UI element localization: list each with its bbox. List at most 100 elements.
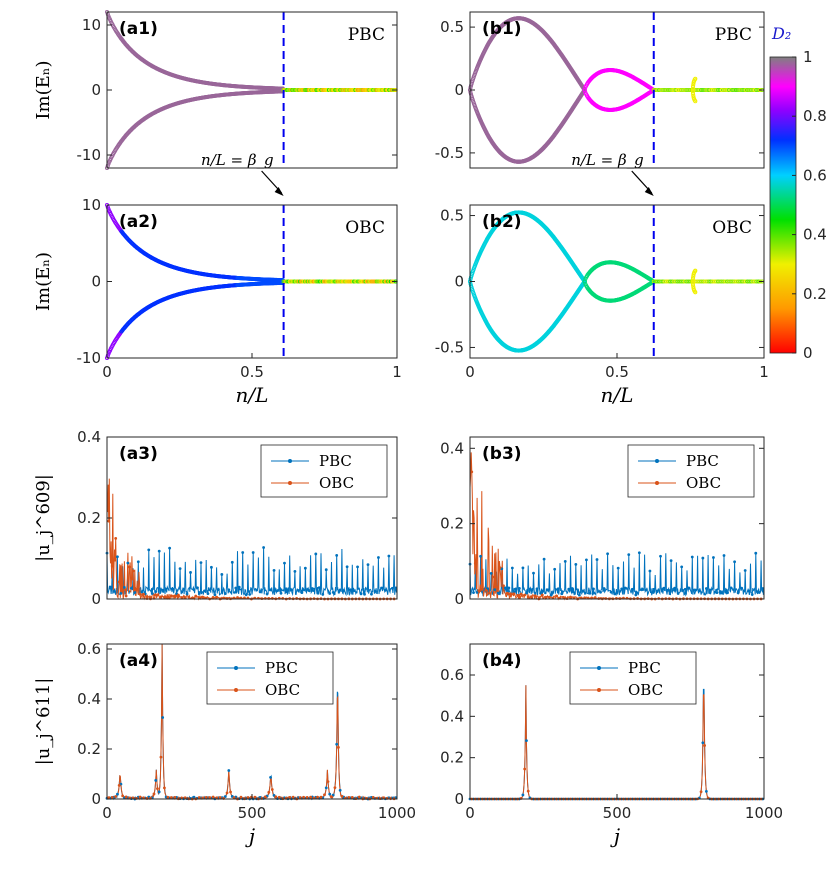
data-point	[331, 87, 337, 93]
obc-point	[163, 786, 166, 790]
pbc-point	[623, 586, 627, 590]
y-tick-label: 0	[91, 273, 101, 291]
data-point	[668, 87, 673, 93]
data-point	[717, 279, 722, 284]
obc-point	[169, 796, 173, 799]
pbc-point	[293, 570, 297, 573]
pbc-point	[262, 546, 265, 549]
obc-point	[477, 589, 481, 593]
pbc-point	[227, 769, 231, 772]
obc-point	[530, 596, 534, 600]
data-point	[697, 279, 702, 284]
pbc-point	[349, 588, 352, 592]
panel-a3: PBC OBC 0.4 0.2 0 (a3) |u_j^609|	[33, 428, 398, 608]
legend-entry: OBC	[686, 474, 721, 492]
data-point	[732, 279, 737, 284]
data-point	[362, 279, 367, 284]
obc-point	[498, 566, 502, 570]
pbc-point	[574, 563, 578, 566]
colorbar-tick-label: 0.8	[803, 107, 827, 125]
data-point	[690, 276, 696, 281]
pbc-point	[493, 588, 497, 591]
x-tick-label: 0	[465, 804, 475, 822]
data-point	[703, 279, 708, 284]
data-point	[334, 279, 339, 284]
pbc-point	[373, 589, 377, 593]
data-point	[302, 87, 308, 93]
x-axis-label: n/L	[236, 383, 269, 407]
bc-label-a2: OBC	[345, 218, 385, 238]
data-point	[368, 87, 373, 93]
pbc-point	[719, 590, 722, 593]
data-point	[714, 279, 719, 284]
data-point	[331, 279, 337, 284]
data-point	[384, 279, 389, 284]
y-tick-label: -0.5	[435, 338, 464, 356]
data-point	[738, 279, 743, 284]
obc-point	[197, 796, 201, 799]
pbc-series-line	[106, 547, 397, 597]
obc-point	[277, 795, 281, 799]
data-point	[382, 279, 387, 284]
obc-point	[523, 593, 527, 597]
pbc-point	[283, 561, 286, 565]
pbc-point	[234, 586, 238, 590]
obc-point	[187, 595, 191, 599]
legend-entry: OBC	[628, 681, 663, 699]
arrow-head	[644, 187, 654, 196]
pbc-point	[507, 586, 511, 590]
data-point	[691, 272, 696, 277]
obc-point	[218, 796, 222, 799]
obc-point	[208, 796, 212, 799]
data-point	[719, 279, 724, 284]
pbc-point	[659, 554, 662, 558]
obc-point	[211, 595, 215, 599]
pbc-point	[387, 554, 391, 558]
plot-area-a3	[105, 478, 398, 601]
data-point	[292, 279, 297, 284]
obc-point	[169, 594, 173, 598]
y-tick-label: 0.2	[440, 515, 464, 533]
pbc-point	[223, 592, 227, 595]
obc-point	[337, 745, 340, 749]
data-point	[313, 87, 318, 93]
legend-box	[206, 651, 334, 705]
legend-entry: OBC	[265, 681, 300, 699]
legend-marker	[234, 666, 238, 670]
data-point	[355, 87, 360, 93]
pbc-point	[116, 792, 119, 796]
pbc-point	[743, 569, 747, 572]
colorbar-tick-label: 0	[803, 344, 813, 362]
data-point	[324, 87, 329, 93]
y-tick-label: 0.4	[440, 707, 464, 725]
pbc-point	[479, 554, 482, 558]
data-point	[369, 279, 374, 284]
obc-point	[263, 795, 267, 799]
pbc-point	[150, 592, 154, 595]
obc-point	[173, 595, 177, 599]
data-point	[328, 279, 333, 284]
obc-point	[159, 595, 163, 599]
pbc-point	[335, 554, 339, 557]
pbc-point	[627, 553, 631, 557]
legend-a3: PBC OBC	[260, 444, 388, 498]
y-tick-label: 0.4	[77, 428, 101, 446]
pbc-point	[352, 589, 356, 593]
pbc-point	[606, 552, 609, 556]
pbc-point	[525, 591, 528, 595]
y-tick-label: 0	[91, 590, 101, 608]
pbc-point	[708, 588, 712, 592]
data-point	[378, 279, 383, 284]
data-point	[311, 87, 316, 93]
obc-point	[270, 788, 274, 791]
data-point	[728, 87, 733, 93]
obc-point	[512, 592, 516, 596]
pbc-point	[680, 565, 684, 569]
pbc-point	[335, 742, 339, 746]
data-point	[374, 279, 379, 284]
data-point	[752, 279, 757, 284]
obc-point	[291, 795, 295, 799]
y-tick-label: 0.2	[77, 509, 101, 527]
plot-area-a1	[104, 9, 398, 171]
data-point	[381, 279, 386, 284]
